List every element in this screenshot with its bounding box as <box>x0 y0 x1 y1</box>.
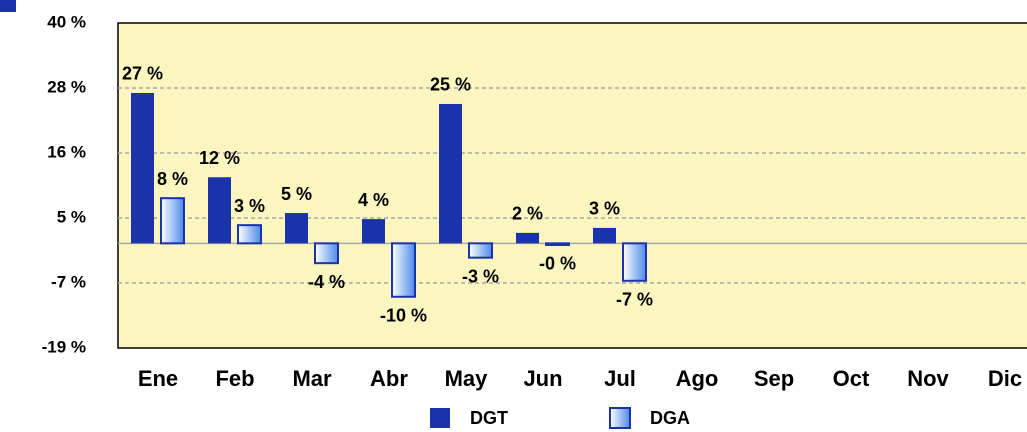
bar <box>391 242 416 298</box>
data-label: -10 % <box>380 306 427 326</box>
data-label: -3 % <box>462 266 499 286</box>
y-tick-label: -7 % <box>51 272 86 291</box>
bar <box>439 103 462 244</box>
data-label: 25 % <box>430 75 471 95</box>
data-label: -4 % <box>308 272 345 292</box>
data-label: 5 % <box>281 184 312 204</box>
data-label: 27 % <box>122 64 163 84</box>
data-label: 3 % <box>589 199 620 219</box>
x-tick-label: Sep <box>754 366 794 391</box>
x-tick-label: May <box>445 366 489 391</box>
legend-label: DGT <box>470 408 508 428</box>
corner-decoration <box>0 0 16 12</box>
data-label: 12 % <box>199 148 240 168</box>
data-label: -7 % <box>616 290 653 310</box>
x-tick-label: Nov <box>907 366 949 391</box>
y-tick-label: 28 % <box>47 77 86 96</box>
data-label: -0 % <box>539 254 576 274</box>
plot-area <box>117 22 1027 349</box>
legend-swatch <box>609 407 631 429</box>
y-tick-label: 16 % <box>47 142 86 161</box>
data-label: 2 % <box>512 204 543 224</box>
data-label: 4 % <box>358 190 389 210</box>
y-tick-label: 40 % <box>47 12 86 31</box>
y-tick-label: -19 % <box>42 337 86 356</box>
x-tick-label: Jul <box>604 366 636 391</box>
bar <box>314 242 339 265</box>
x-tick-label: Dic <box>988 366 1022 391</box>
bar <box>593 227 616 244</box>
bar <box>160 197 185 245</box>
data-label: 8 % <box>157 169 188 189</box>
y-tick-label: 5 % <box>57 207 86 226</box>
legend-swatch <box>430 408 450 428</box>
x-tick-label: Jun <box>523 366 562 391</box>
bar <box>516 232 539 244</box>
legend-label: DGA <box>650 408 690 428</box>
x-tick-label: Ago <box>676 366 719 391</box>
bar <box>622 242 647 282</box>
x-tick-label: Oct <box>833 366 870 391</box>
x-tick-label: Feb <box>215 366 254 391</box>
x-tick-label: Ene <box>138 366 178 391</box>
x-tick-label: Mar <box>292 366 332 391</box>
bar <box>285 213 308 244</box>
data-label: 3 % <box>234 196 265 216</box>
bar <box>545 242 570 246</box>
bar <box>208 177 231 244</box>
x-tick-label: Abr <box>370 366 408 391</box>
bar <box>131 92 154 244</box>
bar <box>237 224 262 245</box>
bar <box>468 242 493 259</box>
bar <box>362 219 385 244</box>
